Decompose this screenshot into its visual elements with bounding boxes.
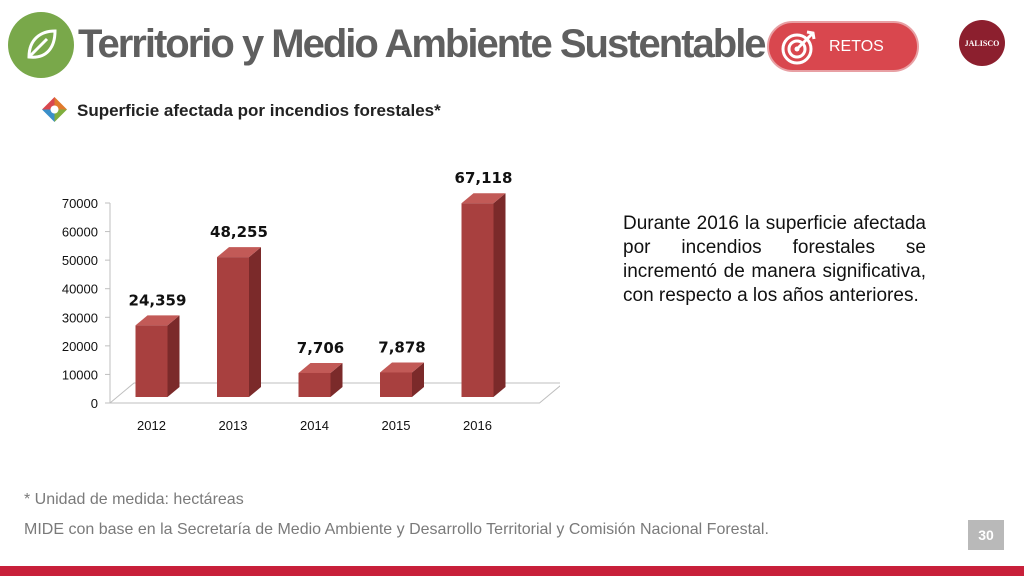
bottom-accent-bar	[0, 566, 1024, 576]
retos-badge: RETOS	[767, 21, 919, 72]
bar-top	[380, 362, 424, 373]
bar	[380, 372, 412, 397]
seal-text: JALISCO	[964, 38, 1000, 48]
bar-value-label: 48,255	[210, 223, 268, 241]
chart-subtitle: Superficie afectada por incendios forest…	[77, 101, 441, 120]
bar	[298, 372, 331, 397]
y-tick-label: 20000	[62, 339, 98, 354]
x-tick-label: 2015	[382, 418, 411, 433]
retos-label: RETOS	[829, 37, 884, 55]
bar	[461, 203, 494, 397]
bar-value-label: 7,878	[378, 338, 425, 356]
bar-top	[461, 193, 506, 204]
bar-top	[298, 362, 343, 373]
bar-value-label: 67,118	[455, 169, 513, 187]
bar-side	[330, 362, 343, 397]
y-tick-label: 40000	[62, 282, 98, 297]
source-note: MIDE con base en la Secretaría de Medio …	[24, 521, 769, 538]
bar-side	[167, 315, 180, 397]
jalisco-seal: JALISCO	[959, 20, 1005, 66]
page-title: Territorio y Medio Ambiente Sustentable	[78, 22, 767, 66]
leaf-logo	[8, 12, 74, 78]
x-tick-label: 2012	[137, 418, 166, 433]
target-icon	[781, 30, 816, 64]
bar-side	[249, 247, 261, 397]
x-tick-label: 2013	[219, 418, 248, 433]
y-tick-label: 60000	[62, 225, 98, 240]
bar-top	[135, 315, 180, 326]
chart-commentary: Durante 2016 la superficie afectada por …	[623, 213, 926, 306]
x-tick-label: 2016	[463, 418, 492, 433]
bar-side	[412, 362, 424, 397]
bar-value-label: 7,706	[297, 339, 344, 357]
x-tick-label: 2014	[300, 418, 329, 433]
y-tick-label: 10000	[62, 367, 98, 382]
unit-footnote: * Unidad de medida: hectáreas	[24, 491, 244, 508]
bar-top	[217, 247, 261, 258]
leaf-icon	[27, 29, 57, 59]
chart-floor	[108, 382, 560, 404]
y-tick-label: 30000	[62, 310, 98, 325]
bar	[135, 325, 168, 397]
bar-side	[493, 193, 506, 397]
bar-chart: 0 10000 20000 30000 40000 50000 60000 70000 24,3…	[62, 169, 560, 433]
y-tick-label: 70000	[62, 196, 98, 211]
y-tick-label: 50000	[62, 253, 98, 268]
bar-value-label: 24,359	[129, 291, 187, 309]
page-number: 30	[968, 520, 1004, 550]
bar	[217, 257, 249, 397]
colorful-diamond-icon	[42, 97, 67, 122]
y-tick-label: 0	[91, 396, 98, 411]
